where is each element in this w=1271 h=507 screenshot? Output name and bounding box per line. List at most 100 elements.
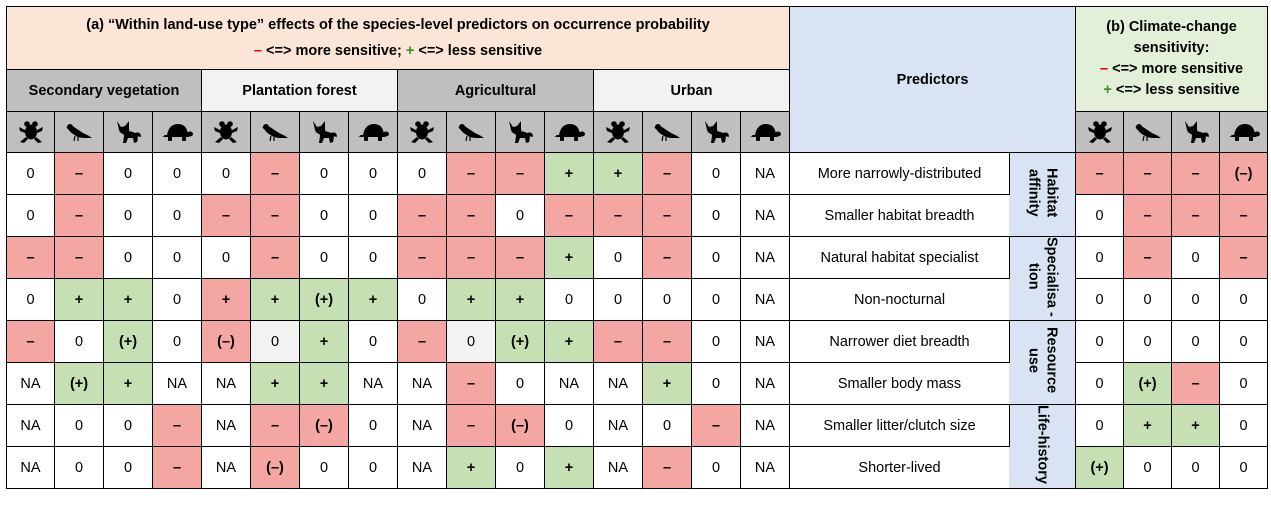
frog-icon bbox=[214, 121, 238, 143]
predictor-category-label: Resource use bbox=[1025, 327, 1060, 394]
effect-cell: 0 bbox=[152, 320, 202, 363]
effect-cell: – bbox=[495, 152, 545, 195]
effect-cell: 0 bbox=[691, 152, 741, 195]
climate-sensitivity-cell: 0 bbox=[1219, 362, 1269, 405]
effect-cell: NA bbox=[397, 404, 447, 447]
panel-b-legend-plus: + <=> less sensitive bbox=[1077, 80, 1267, 101]
land-use-2-bird-icon bbox=[250, 111, 300, 153]
land-use-4-bird-icon bbox=[642, 111, 692, 153]
predictor-name: Non-nocturnal bbox=[789, 278, 1011, 321]
effect-cell: NA bbox=[739, 278, 791, 321]
predictor-category: Specialisa -tion bbox=[1009, 236, 1077, 321]
effect-cell: – bbox=[6, 320, 55, 363]
effect-cell: – bbox=[446, 404, 496, 447]
table-row: NA 0 0– NA – (–) 0 NA – (–) 0 NA 0– NA Smaller litter/… bbox=[6, 404, 1269, 489]
land-use-header-urban: Urban bbox=[592, 69, 791, 112]
effect-cell: NA bbox=[593, 362, 643, 405]
effect-cell: + bbox=[103, 362, 153, 405]
effect-cell: (+) bbox=[103, 320, 153, 363]
climate-sensitivity-cell: 0 bbox=[1171, 320, 1221, 363]
effect-cell: + bbox=[544, 152, 594, 195]
predictor-category-label: Specialisa -tion bbox=[1025, 236, 1060, 317]
panel-b-title-line2: sensitivity: bbox=[1133, 40, 1210, 56]
effect-cell: (–) bbox=[495, 404, 545, 447]
predictor-category-label: Life-history bbox=[1034, 405, 1051, 484]
effect-cell: 0 bbox=[103, 152, 153, 195]
climate-frog-icon bbox=[1075, 111, 1125, 153]
table-row: 0–0 0 0–0 0 0– – + + –0 NA More narrowly-distribut… bbox=[6, 152, 1269, 237]
effect-cell: 0 bbox=[642, 278, 692, 321]
effect-cell: + bbox=[544, 236, 594, 279]
predictor-name: More narrowly-distributed bbox=[789, 152, 1011, 195]
climate-sensitivity-cell: – bbox=[1219, 194, 1269, 237]
effect-cell: – bbox=[446, 152, 496, 195]
fox-icon bbox=[313, 121, 337, 143]
frog-icon bbox=[1087, 121, 1112, 143]
panel-b-title-cell: (b) Climate-change sensitivity: – <=> mo… bbox=[1075, 6, 1269, 112]
land-use-2-frog-icon bbox=[201, 111, 251, 153]
effect-cell: 0 bbox=[348, 236, 398, 279]
effect-cell: 0 bbox=[348, 446, 398, 489]
effect-cell: (+) bbox=[54, 362, 104, 405]
effect-cell: 0 bbox=[691, 362, 741, 405]
taxa-icon-row bbox=[6, 111, 1269, 153]
effect-cell: 0 bbox=[348, 404, 398, 447]
effect-cell: NA bbox=[397, 362, 447, 405]
effect-cell: + bbox=[544, 446, 594, 489]
climate-sensitivity-cell: – bbox=[1123, 152, 1173, 195]
climate-sensitivity-cell: – bbox=[1123, 236, 1173, 279]
predictors-header: Predictors bbox=[789, 6, 1077, 153]
panel-b-legend-minus: – <=> more sensitive bbox=[1077, 59, 1267, 80]
effect-cell: (–) bbox=[250, 446, 300, 489]
land-use-2-turtle-icon bbox=[348, 111, 398, 153]
effect-cell: 0 bbox=[299, 194, 349, 237]
climate-sensitivity-cell: 0 bbox=[1075, 320, 1125, 363]
turtle-icon bbox=[162, 124, 193, 141]
frog-icon bbox=[606, 121, 630, 143]
bird-icon bbox=[654, 124, 680, 142]
land-use-4-fox-icon bbox=[691, 111, 741, 153]
effect-cell: NA bbox=[739, 362, 791, 405]
effect-cell: + bbox=[103, 278, 153, 321]
effect-cell: – bbox=[250, 404, 300, 447]
effect-cell: + bbox=[201, 278, 251, 321]
effect-cell: 0 bbox=[593, 236, 643, 279]
land-use-3-turtle-icon bbox=[544, 111, 594, 153]
effect-cell: NA bbox=[739, 404, 791, 447]
effect-cell: – bbox=[250, 194, 300, 237]
legend-b-minus-symbol: – bbox=[1100, 61, 1109, 77]
effect-cell: 0 bbox=[6, 194, 55, 237]
effect-cell: 0 bbox=[103, 404, 153, 447]
climate-sensitivity-cell: – bbox=[1123, 194, 1173, 237]
table-row: 0–0 0– –0 0– –0– – –0 NA Smaller habitat breadth… bbox=[6, 194, 1269, 237]
effect-cell: 0 bbox=[691, 278, 741, 321]
effect-cell: – bbox=[397, 194, 447, 237]
effect-cell: 0 bbox=[152, 278, 202, 321]
effect-cell: 0 bbox=[593, 278, 643, 321]
effect-cell: + bbox=[446, 446, 496, 489]
climate-sensitivity-cell: + bbox=[1123, 404, 1173, 447]
effect-cell: + bbox=[642, 362, 692, 405]
effect-cell: 0 bbox=[495, 446, 545, 489]
legend-b-plus-symbol: + bbox=[1103, 82, 1112, 98]
effect-cell: + bbox=[250, 362, 300, 405]
effect-cell: 0 bbox=[446, 320, 496, 363]
predictor-category: Resource use bbox=[1009, 320, 1077, 405]
effect-cell: 0 bbox=[495, 194, 545, 237]
climate-sensitivity-cell: (+) bbox=[1123, 362, 1173, 405]
predictor-name: Smaller habitat breadth bbox=[789, 194, 1011, 237]
effect-cell: + bbox=[299, 362, 349, 405]
effect-cell: NA bbox=[544, 362, 594, 405]
predictor-category: Life-history bbox=[1009, 404, 1077, 489]
effect-cell: – bbox=[54, 194, 104, 237]
effect-cell: 0 bbox=[691, 320, 741, 363]
climate-sensitivity-cell: 0 bbox=[1171, 236, 1221, 279]
turtle-icon bbox=[554, 124, 585, 141]
effect-cell: 0 bbox=[544, 278, 594, 321]
effect-cell: – bbox=[446, 362, 496, 405]
fox-icon bbox=[509, 121, 533, 143]
effect-cell: (+) bbox=[299, 278, 349, 321]
effect-cell: 0 bbox=[152, 152, 202, 195]
effect-cell: 0 bbox=[397, 152, 447, 195]
effect-cell: 0 bbox=[54, 446, 104, 489]
